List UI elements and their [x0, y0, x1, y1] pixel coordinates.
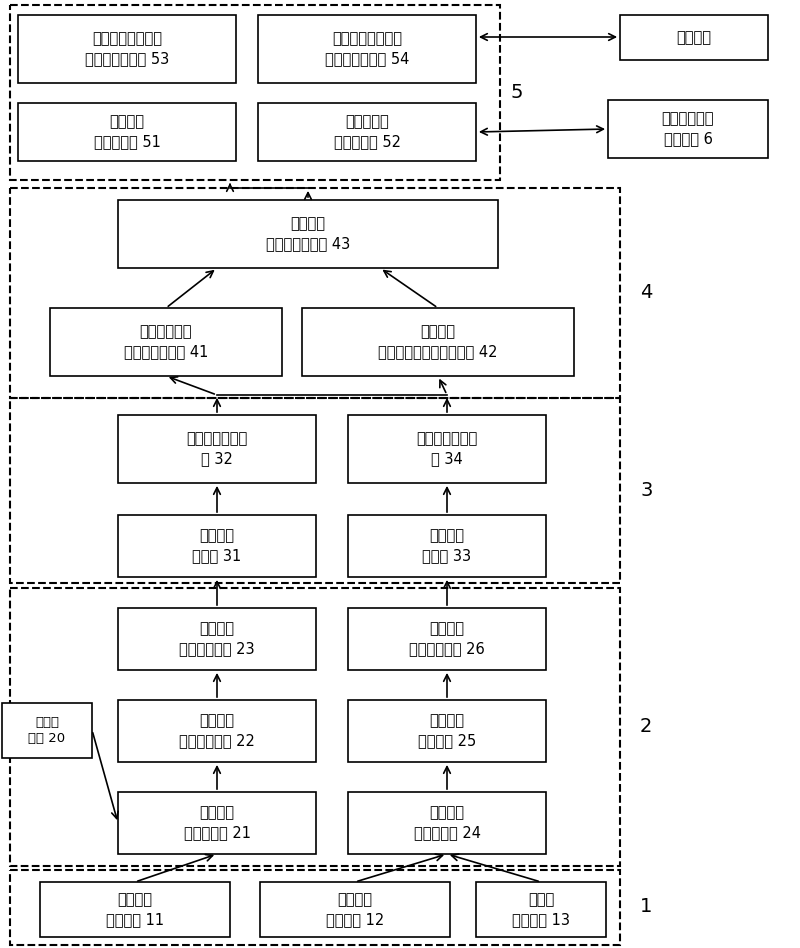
Bar	[118, 608, 316, 670]
Text: 4: 4	[640, 283, 652, 302]
Text: 音频信号
采集设备 12: 音频信号 采集设备 12	[326, 892, 384, 927]
Bar	[348, 515, 546, 577]
Bar	[10, 870, 620, 945]
Bar	[302, 308, 574, 376]
Bar	[2, 703, 92, 758]
Bar	[620, 15, 768, 60]
Bar	[476, 882, 606, 937]
Text: 异常声音
定位单元 25: 异常声音 定位单元 25	[418, 714, 476, 748]
Bar	[258, 103, 476, 161]
Text: 流媒体
接口 20: 流媒体 接口 20	[29, 716, 66, 745]
Text: 考场监考教师
通信设备 6: 考场监考教师 通信设备 6	[662, 112, 714, 146]
Text: 2: 2	[640, 718, 652, 737]
Text: 视频信号
预处理单元 21: 视频信号 预处理单元 21	[183, 806, 250, 840]
Text: 行为识别单元远程
设置与升级单元 53: 行为识别单元远程 设置与升级单元 53	[85, 31, 169, 66]
Bar	[258, 15, 476, 83]
Bar	[118, 700, 316, 762]
Bar	[40, 882, 230, 937]
Bar	[608, 100, 768, 158]
Text: 音频异常分析单
元 34: 音频异常分析单 元 34	[416, 431, 478, 466]
Bar	[18, 15, 236, 83]
Bar	[50, 308, 282, 376]
Text: 网上巡考: 网上巡考	[677, 30, 711, 45]
Text: 3: 3	[640, 481, 652, 500]
Bar	[118, 792, 316, 854]
Bar	[10, 588, 620, 866]
Bar	[260, 882, 450, 937]
Bar	[118, 415, 316, 483]
Bar	[18, 103, 236, 161]
Bar	[118, 515, 316, 577]
Bar	[348, 608, 546, 670]
Bar	[10, 398, 620, 583]
Text: 音频信号
特征提取单元 26: 音频信号 特征提取单元 26	[409, 622, 485, 656]
Text: 传感器
采集设备 13: 传感器 采集设备 13	[512, 892, 570, 927]
Bar	[10, 188, 620, 398]
Text: 音频信号
预处理单元 24: 音频信号 预处理单元 24	[414, 806, 481, 840]
Text: 考场行为监控系统
配置与管理单元 54: 考场行为监控系统 配置与管理单元 54	[325, 31, 409, 66]
Text: 报文提示
与管理单元 51: 报文提示 与管理单元 51	[94, 115, 161, 150]
Bar	[348, 700, 546, 762]
Bar	[348, 415, 546, 483]
Text: 监考教师
动作过滤单元 22: 监考教师 动作过滤单元 22	[179, 714, 255, 748]
Bar	[348, 792, 546, 854]
Text: 视频信号
特征提取单元 23: 视频信号 特征提取单元 23	[179, 622, 255, 656]
Text: 考场行为
多模态识别单元 43: 考场行为 多模态识别单元 43	[266, 216, 350, 251]
Text: 基于决策层的
多模态融合单元 41: 基于决策层的 多模态融合单元 41	[124, 324, 208, 359]
Text: 视频信号
采集设备 11: 视频信号 采集设备 11	[106, 892, 164, 927]
Text: 视频异常分析单
元 32: 视频异常分析单 元 32	[186, 431, 248, 466]
Text: 异常行为
模型库 31: 异常行为 模型库 31	[192, 529, 242, 563]
Text: 1: 1	[640, 898, 652, 917]
Text: 考场行为
多模态识别规则与模型库 42: 考场行为 多模态识别规则与模型库 42	[378, 324, 498, 359]
Text: 5: 5	[510, 82, 522, 101]
Text: 流媒体显示
与回放单元 52: 流媒体显示 与回放单元 52	[334, 115, 401, 150]
Text: 异常声音
模型库 33: 异常声音 模型库 33	[422, 529, 471, 563]
Bar	[10, 5, 500, 180]
Bar	[118, 200, 498, 268]
